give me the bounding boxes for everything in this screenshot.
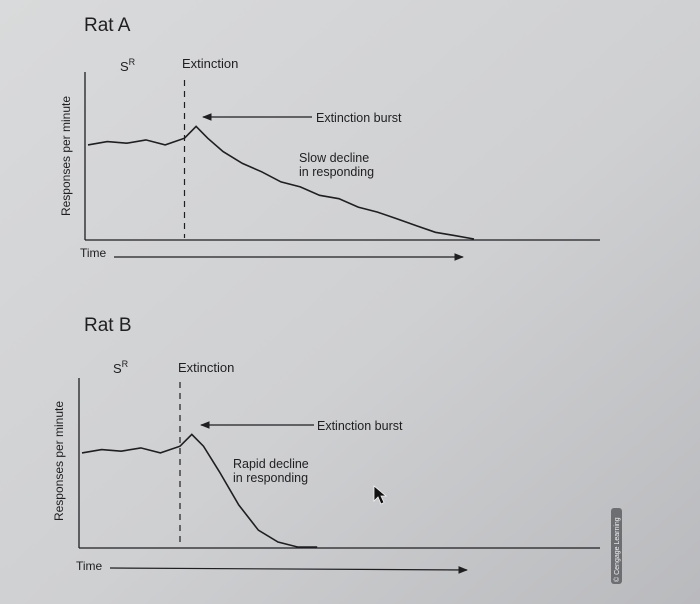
chart-title-rat-a: Rat A xyxy=(84,15,131,36)
y-axis-label-a: Responses per minute xyxy=(59,96,73,216)
time-arrow-b xyxy=(109,566,468,574)
response-curve-b xyxy=(81,433,318,548)
annotation-in-responding-a: in responding xyxy=(299,165,374,179)
phase-label-sr-a: SR xyxy=(120,57,136,74)
cursor-icon xyxy=(373,485,388,505)
chart-rat-a: Rat A SR Extinction Responses per minute… xyxy=(59,15,600,261)
annotation-in-responding-b: in responding xyxy=(233,471,308,485)
y-axis-label-b: Responses per minute xyxy=(52,401,66,521)
response-curve-a xyxy=(87,125,475,240)
phase-label-extinction-a: Extinction xyxy=(182,56,238,71)
phase-label-sr-b: SR xyxy=(113,359,129,376)
x-axis-label-b: Time xyxy=(76,559,103,573)
credit-text: © Cengage Learning xyxy=(613,517,621,582)
phase-label-extinction-b: Extinction xyxy=(178,360,234,375)
annotation-slow-decline-a: Slow decline xyxy=(299,151,369,165)
credit-badge xyxy=(611,508,622,584)
annotation-extinction-burst-a: Extinction burst xyxy=(316,111,402,125)
x-axis-label-a: Time xyxy=(80,246,107,260)
annotation-extinction-burst-b: Extinction burst xyxy=(317,419,403,433)
chart-title-rat-b: Rat B xyxy=(84,315,132,336)
annotation-rapid-decline-b: Rapid decline xyxy=(233,457,309,471)
chart-rat-b: Rat B SR Extinction Responses per minute… xyxy=(52,315,600,574)
